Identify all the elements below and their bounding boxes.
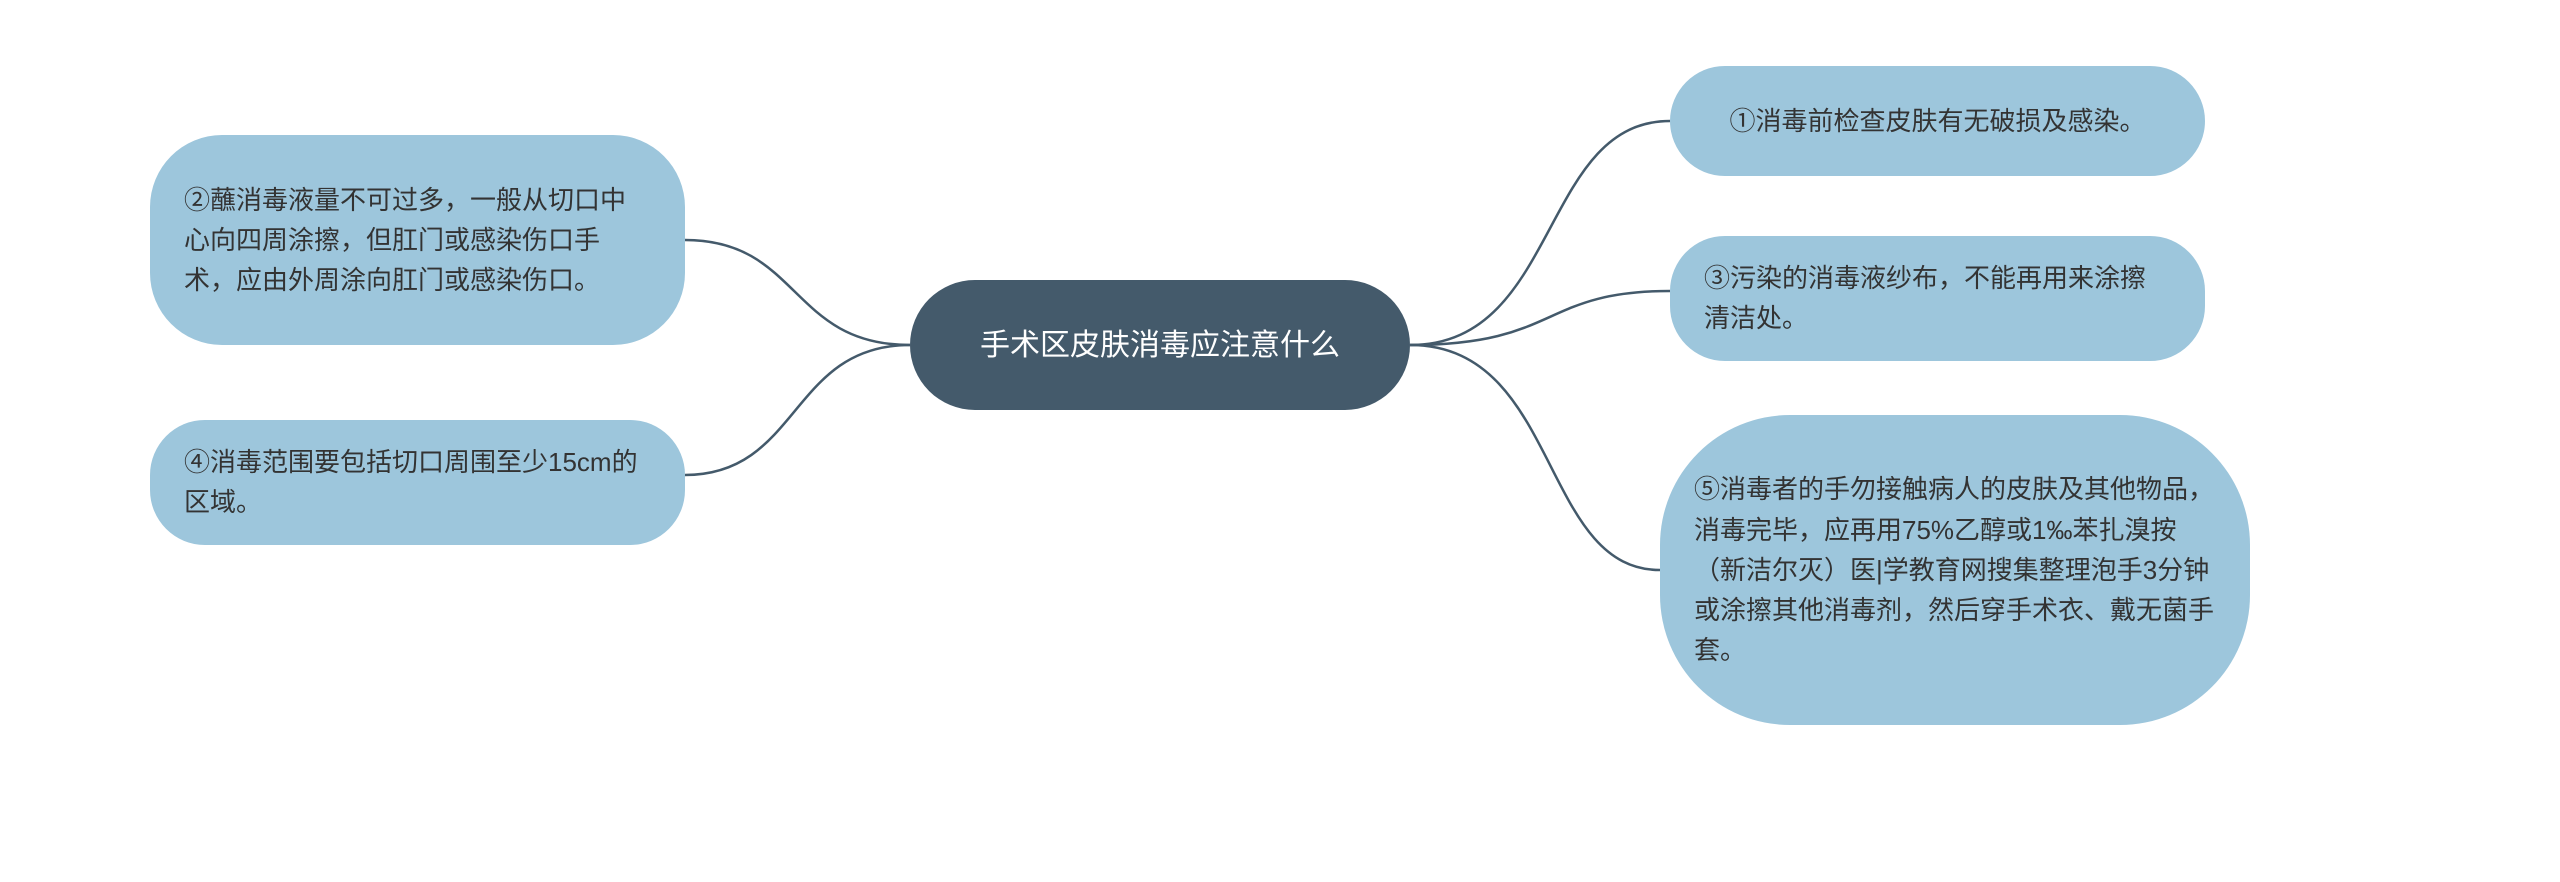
connector-n5 bbox=[1410, 345, 1660, 570]
leaf-node-2: ②蘸消毒液量不可过多，一般从切口中心向四周涂擦，但肛门或感染伤口手术，应由外周涂… bbox=[150, 135, 685, 345]
leaf-node-4: ④消毒范围要包括切口周围至少15cm的区域。 bbox=[150, 420, 685, 545]
connector-n3 bbox=[1410, 291, 1670, 345]
mindmap-canvas: 手术区皮肤消毒应注意什么 ①消毒前检查皮肤有无破损及感染。 ②蘸消毒液量不可过多… bbox=[0, 0, 2560, 882]
center-node-text: 手术区皮肤消毒应注意什么 bbox=[980, 323, 1340, 368]
connector-n1 bbox=[1410, 121, 1670, 345]
leaf-node-2-text: ②蘸消毒液量不可过多，一般从切口中心向四周涂擦，但肛门或感染伤口手术，应由外周涂… bbox=[184, 180, 651, 301]
center-node: 手术区皮肤消毒应注意什么 bbox=[910, 280, 1410, 410]
connector-n2 bbox=[685, 240, 910, 345]
leaf-node-3: ③污染的消毒液纱布，不能再用来涂擦清洁处。 bbox=[1670, 236, 2205, 361]
leaf-node-1-text: ①消毒前检查皮肤有无破损及感染。 bbox=[1729, 101, 2145, 141]
leaf-node-1: ①消毒前检查皮肤有无破损及感染。 bbox=[1670, 66, 2205, 176]
leaf-node-5: ⑤消毒者的手勿接触病人的皮肤及其他物品，消毒完毕，应再用75%乙醇或1‰苯扎溴按… bbox=[1660, 415, 2250, 725]
leaf-node-5-text: ⑤消毒者的手勿接触病人的皮肤及其他物品，消毒完毕，应再用75%乙醇或1‰苯扎溴按… bbox=[1694, 469, 2216, 670]
connector-n4 bbox=[685, 345, 910, 475]
leaf-node-3-text: ③污染的消毒液纱布，不能再用来涂擦清洁处。 bbox=[1704, 258, 2171, 339]
leaf-node-4-text: ④消毒范围要包括切口周围至少15cm的区域。 bbox=[184, 442, 651, 523]
